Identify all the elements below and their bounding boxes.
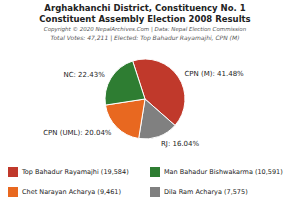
title: Arghakhanchi District, Constituency No. …	[44, 3, 245, 13]
legend-swatch	[8, 187, 18, 197]
data-labels: CPN (M): 41.48% RJ: 16.04% CPN (UML): 20.0…	[43, 70, 244, 148]
legend-label: Chet Narayan Acharya (9,461)	[22, 188, 121, 196]
legend-item: Man Bahadur Bishwakarma (10,591)	[150, 167, 283, 177]
legend-swatch	[8, 167, 18, 177]
data-label: CPN (UML): 20.04%	[43, 129, 112, 137]
chart: Arghakhanchi District, Constituency No. …	[0, 0, 290, 218]
legend-swatch	[150, 167, 160, 177]
data-label: NC: 22.43%	[63, 71, 105, 79]
legend-label: Dila Ram Acharya (7,575)	[164, 188, 248, 196]
annotation: Copyright © 2020 NepalArchives.Com | Dat…	[44, 26, 247, 33]
legend-label: Top Bahadur Rayamajhi (19,584)	[21, 168, 129, 176]
legend-item: Dila Ram Acharya (7,575)	[150, 187, 248, 197]
legend-item: Chet Narayan Acharya (9,461)	[8, 187, 121, 197]
pie	[105, 59, 185, 139]
data-label: CPN (M): 41.48%	[184, 70, 244, 78]
legend-swatch	[150, 187, 160, 197]
data-label: RJ: 16.04%	[161, 140, 200, 148]
legend: Top Bahadur Rayamajhi (19,584) Man Bahadu…	[8, 167, 283, 197]
legend-label: Man Bahadur Bishwakarma (10,591)	[164, 168, 283, 176]
subtitle: Constituent Assembly Election 2008 Resul…	[39, 14, 250, 24]
pie-slice	[105, 61, 145, 105]
annotation: Total Votes: 47,211 | Elected: Top Bahad…	[51, 34, 240, 42]
legend-item: Top Bahadur Rayamajhi (19,584)	[8, 167, 129, 177]
